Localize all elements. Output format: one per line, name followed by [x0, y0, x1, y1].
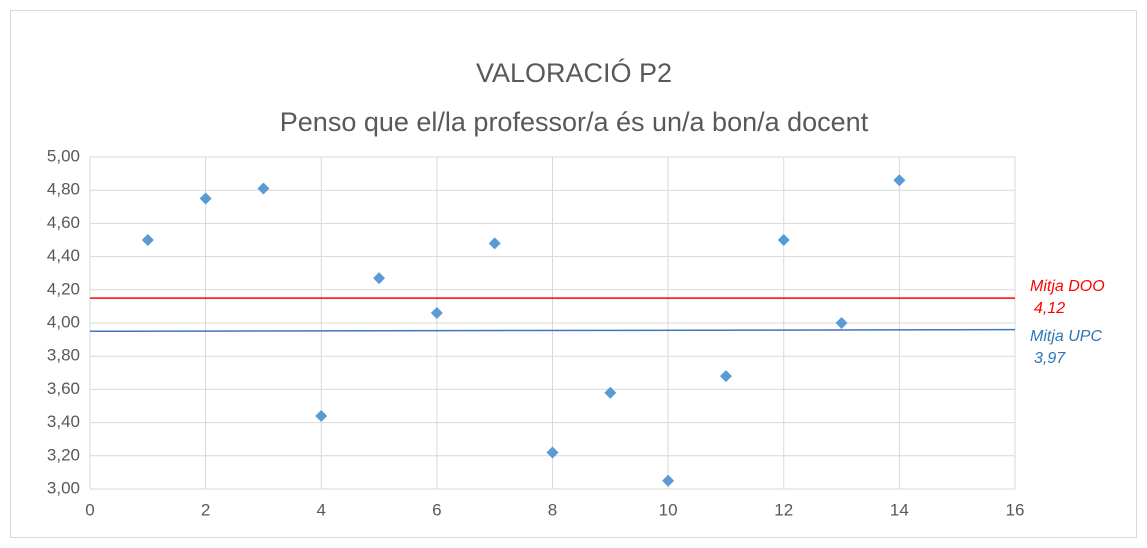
y-tick-label: 3,00 [47, 478, 80, 497]
scatter-point [777, 234, 790, 246]
scatter-point [719, 370, 732, 383]
x-tick-label: 14 [890, 500, 909, 519]
y-tick-label: 4,00 [47, 312, 80, 331]
scatter-point [257, 182, 270, 195]
y-tick-label: 4,20 [47, 279, 80, 298]
y-tick-label: 4,80 [47, 180, 80, 199]
scatter-point [546, 446, 559, 459]
scatter-point [835, 317, 848, 329]
annotation: Mitja DOO [1030, 278, 1105, 295]
x-tick-label: 8 [548, 500, 557, 519]
annotation: 4,12 [1034, 300, 1065, 317]
scatter-point [488, 237, 501, 250]
scatter-point [604, 386, 617, 399]
scatter-point [315, 409, 328, 422]
annotation: 3,97 [1034, 350, 1066, 367]
x-tick-label: 0 [85, 500, 94, 519]
x-tick-label: 10 [659, 500, 678, 519]
scatter-point [430, 307, 443, 320]
y-tick-label: 4,60 [47, 213, 80, 232]
x-tick-label: 2 [201, 500, 210, 519]
chart-subtitle: Penso que el/la professor/a és un/a bon/… [280, 107, 869, 137]
y-tick-label: 3,40 [47, 412, 80, 431]
mean-line [89, 328, 1016, 333]
x-tick-label: 12 [774, 500, 793, 519]
scatter-point [662, 474, 675, 487]
scatter-point [141, 234, 154, 246]
y-tick-label: 3,60 [47, 379, 80, 398]
annotation: Mitja UPC [1030, 328, 1102, 345]
x-tick-label: 4 [317, 500, 326, 519]
scatter-point [373, 272, 386, 285]
x-tick-label: 6 [432, 500, 441, 519]
y-tick-label: 5,00 [47, 146, 80, 165]
scatter-point [199, 192, 212, 205]
chart-title: VALORACIÓ P2 [476, 57, 672, 88]
chart-border [10, 10, 1137, 538]
y-tick-label: 3,80 [47, 346, 80, 365]
y-tick-label: 4,40 [47, 246, 80, 265]
y-tick-label: 3,20 [47, 445, 80, 464]
scatter-point [893, 174, 906, 187]
x-tick-label: 16 [1006, 500, 1025, 519]
